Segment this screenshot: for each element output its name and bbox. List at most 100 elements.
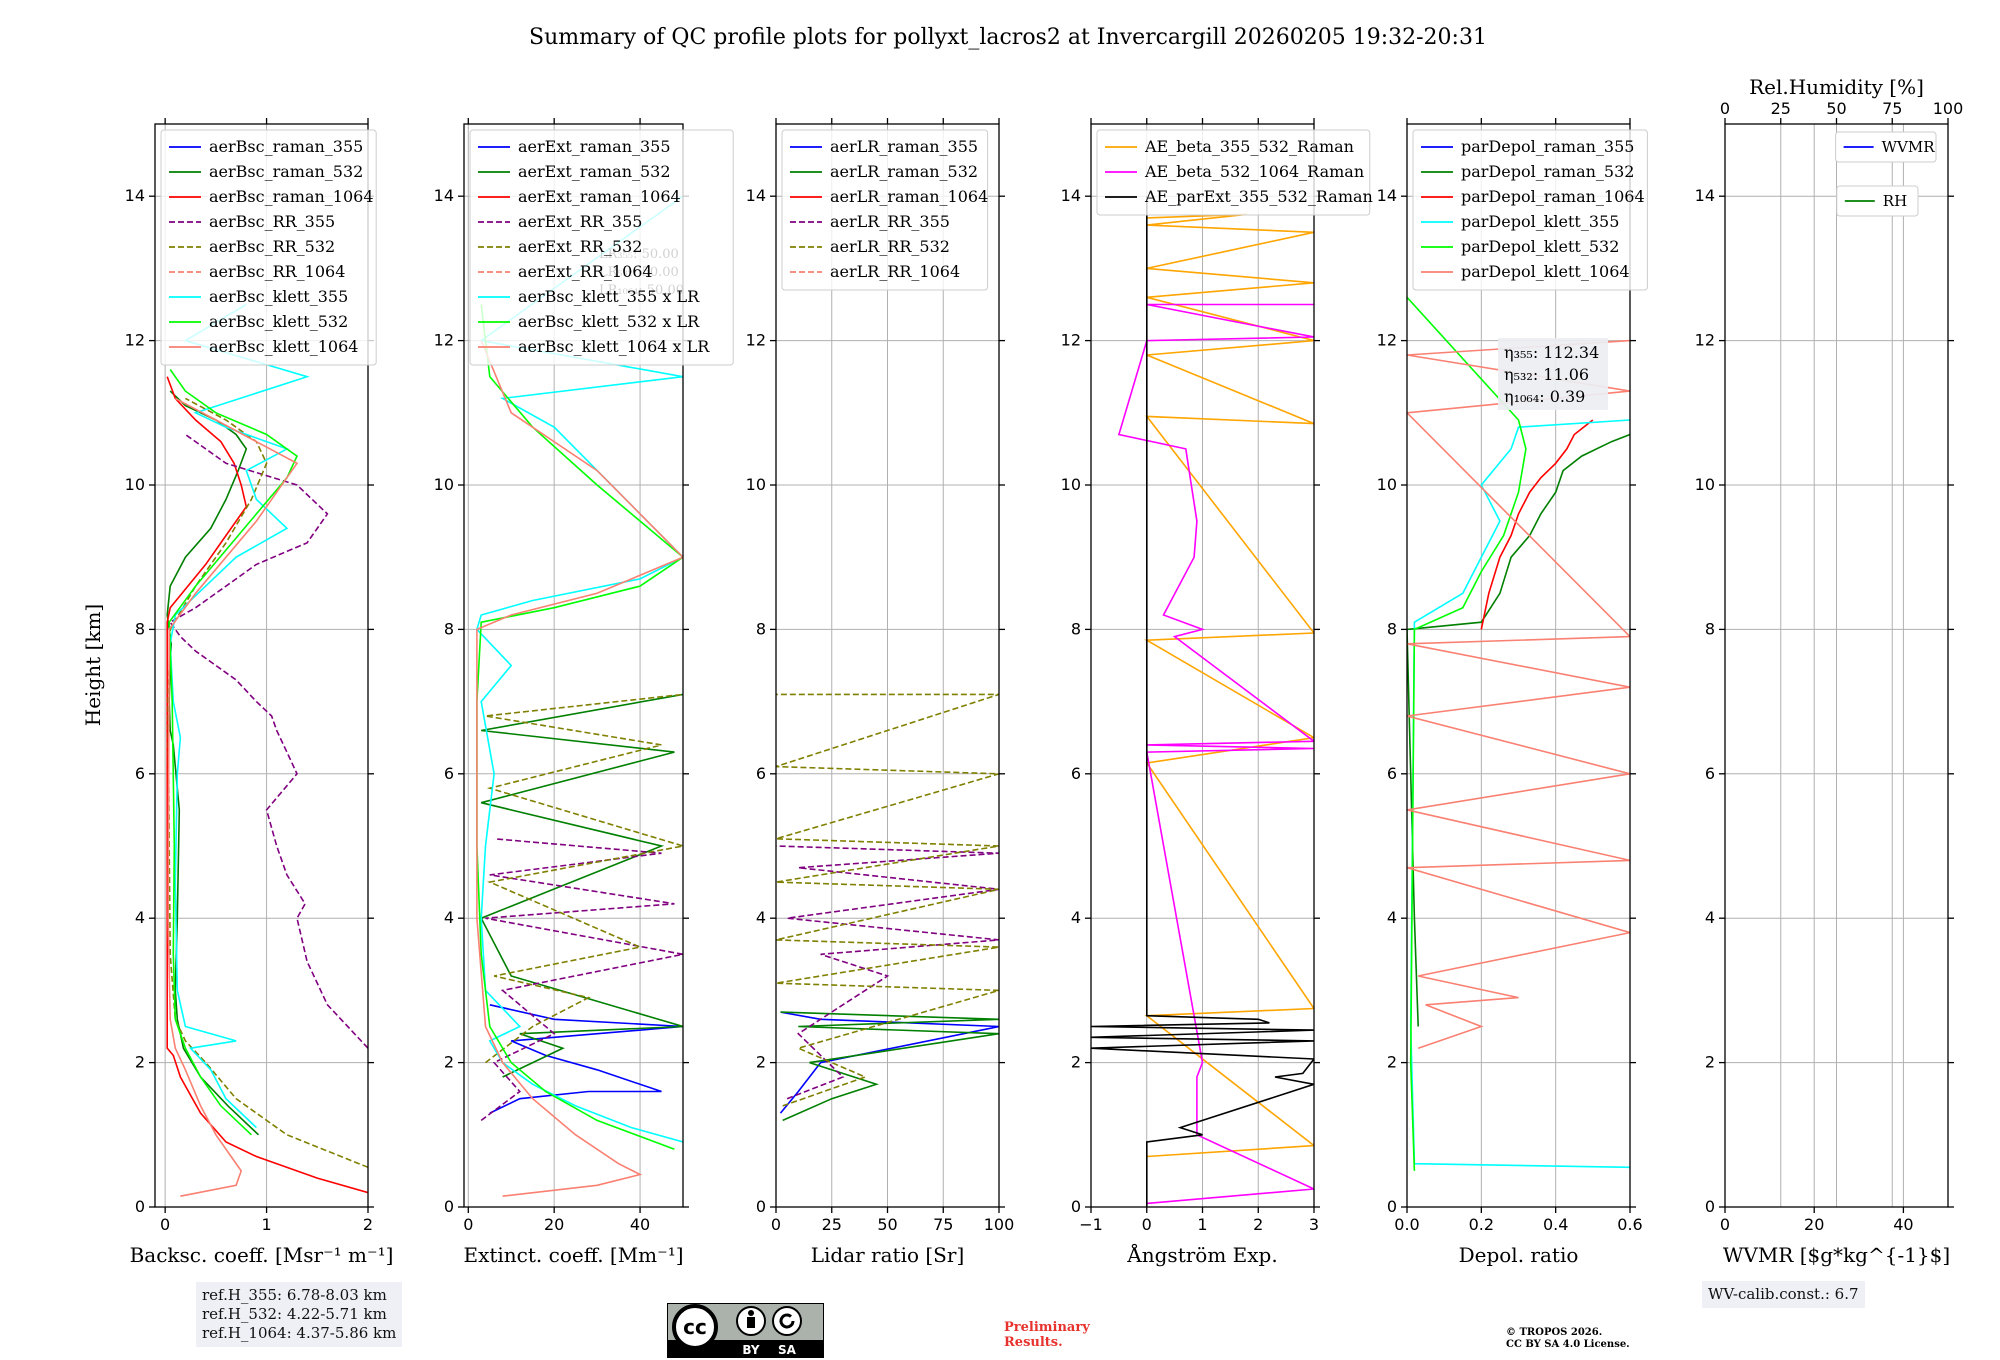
x-axis-label: WVMR [$g*kg^{-1}$] bbox=[1723, 1243, 1950, 1267]
x-tick-label: 0.2 bbox=[1469, 1215, 1494, 1234]
legend-box bbox=[1835, 131, 1937, 163]
y-tick-label: 8 bbox=[444, 619, 454, 638]
y-tick-label: 4 bbox=[756, 908, 766, 927]
y-tick-label: 0 bbox=[135, 1197, 145, 1216]
copyright-note: © TROPOS 2026. CC BY SA 4.0 License. bbox=[1506, 1327, 1630, 1351]
legend-entry: aerBsc_raman_355 bbox=[209, 137, 363, 156]
series-line-pardepol-raman-532 bbox=[1407, 433, 1630, 1027]
x-tick-label: 100 bbox=[984, 1215, 1015, 1234]
sa-label: SA bbox=[778, 1343, 797, 1357]
top-x-axis-label: Rel.Humidity [%] bbox=[1749, 75, 1924, 99]
legend-box bbox=[781, 129, 989, 291]
annotation-text: η₃₅₅: 112.34 bbox=[1504, 343, 1599, 362]
series-line-aerext-raman-532 bbox=[480, 693, 683, 1078]
top-x-tick-label: 0 bbox=[1720, 99, 1730, 118]
legend-entry: aerBsc_RR_532 bbox=[209, 237, 335, 256]
y-tick-label: 14 bbox=[1695, 186, 1715, 205]
y-tick-label: 8 bbox=[1071, 619, 1081, 638]
x-tick-label: 40 bbox=[1893, 1215, 1913, 1234]
x-tick-label: 0.4 bbox=[1543, 1215, 1568, 1234]
legend-entry: aerLR_raman_355 bbox=[830, 137, 978, 156]
legend-entry: aerExt_raman_532 bbox=[518, 162, 671, 181]
legend-entry: aerBsc_klett_1064 bbox=[209, 337, 358, 356]
figure-title: Summary of QC profile plots for pollyxt_… bbox=[529, 25, 1487, 50]
series-line-aerbsc-klett-1064-x-lr bbox=[476, 340, 683, 1197]
axes-frame bbox=[463, 123, 684, 1208]
series-line-aerbsc-klett-355-x-lr bbox=[476, 195, 683, 1143]
legend: aerLR_raman_355 aerLR_raman_532 aerLR_rama… bbox=[781, 129, 989, 291]
x-tick-label: 75 bbox=[933, 1215, 953, 1234]
y-tick-label: 6 bbox=[1071, 764, 1081, 783]
copyright-line-2: CC BY SA 4.0 License. bbox=[1506, 1339, 1630, 1350]
legend-entry: parDepol_klett_355 bbox=[1461, 212, 1619, 231]
legend-box bbox=[469, 129, 734, 366]
y-tick-label: 6 bbox=[756, 764, 766, 783]
y-tick-label: 10 bbox=[125, 475, 145, 494]
panel-lr: 0 25 50 75 100 0 2 4 6 8 10 12 14 Lidar ratio [Sr] aer… bbox=[746, 118, 1015, 1267]
series-line-aerbsc-klett-532 bbox=[168, 369, 299, 1136]
x-tick-label: 1 bbox=[1197, 1215, 1207, 1234]
y-axis-label: Height [km] bbox=[81, 604, 105, 726]
series-line-aerlr-raman-532 bbox=[780, 1011, 999, 1122]
x-tick-label: 40 bbox=[630, 1215, 650, 1234]
y-tick-label: 12 bbox=[1061, 331, 1081, 350]
legend-entry: AE_beta_532_1064_Raman bbox=[1144, 162, 1364, 181]
y-tick-label: 4 bbox=[135, 908, 145, 927]
top-x-tick-label: 100 bbox=[1933, 99, 1964, 118]
series-line-aerbsc-rr-355 bbox=[169, 433, 368, 1049]
y-tick-label: 12 bbox=[434, 331, 454, 350]
annotation-box: η₃₅₅: 112.34 η₅₃₂: 11.06 η₁₀₆₄: 0.39 bbox=[1498, 338, 1608, 410]
panel-depol: 0.0 0.2 0.4 0.6 0 2 4 6 8 10 12 14 Depol. ratio η₃₅₅:… bbox=[1377, 118, 1648, 1267]
top-x-tick-label: 50 bbox=[1826, 99, 1846, 118]
series-line-aerlr-raman-355 bbox=[779, 1011, 999, 1114]
x-tick-label: 0 bbox=[1720, 1215, 1730, 1234]
reference-height-box: ref.H_355: 6.78-8.03 km ref.H_532: 4.22-… bbox=[196, 1282, 403, 1347]
y-tick-label: 0 bbox=[1387, 1197, 1397, 1216]
legend-entry: aerExt_raman_355 bbox=[518, 137, 671, 156]
legend-entry: aerBsc_klett_355 bbox=[209, 287, 348, 306]
y-tick-label: 2 bbox=[135, 1053, 145, 1072]
annotation-text: η₁₀₆₄: 0.39 bbox=[1504, 387, 1585, 406]
preliminary-results-note: Preliminary Results. bbox=[1004, 1320, 1090, 1350]
x-axis-label: Depol. ratio bbox=[1459, 1243, 1579, 1267]
y-tick-label: 4 bbox=[1705, 908, 1715, 927]
y-tick-label: 8 bbox=[756, 619, 766, 638]
y-tick-label: 2 bbox=[1705, 1053, 1715, 1072]
preliminary-line-1: Preliminary bbox=[1004, 1320, 1090, 1335]
x-tick-label: 0 bbox=[771, 1215, 781, 1234]
y-tick-label: 6 bbox=[135, 764, 145, 783]
legend-entry: aerBsc_klett_532 bbox=[209, 312, 348, 331]
series-group bbox=[1407, 296, 1630, 1171]
y-tick-label: 0 bbox=[1705, 1197, 1715, 1216]
legend-entry: aerBsc_klett_355 x LR bbox=[518, 287, 700, 306]
x-axis-label: Ångström Exp. bbox=[1126, 1242, 1277, 1267]
x-tick-label: 20 bbox=[1804, 1215, 1824, 1234]
y-tick-label: 10 bbox=[1061, 475, 1081, 494]
x-axis-label: Extinct. coeff. [Mm⁻¹] bbox=[463, 1243, 683, 1267]
series-line-ae-beta-532-1064-raman bbox=[1117, 303, 1314, 1205]
series-line-aerbsc-raman-532 bbox=[166, 390, 260, 1136]
y-tick-label: 2 bbox=[1071, 1053, 1081, 1072]
legend-entry: aerExt_raman_1064 bbox=[518, 187, 681, 206]
y-tick-label: 2 bbox=[756, 1053, 766, 1072]
x-tick-label: 0 bbox=[463, 1215, 473, 1234]
x-tick-label: 50 bbox=[877, 1215, 897, 1234]
legend-entry: parDepol_raman_532 bbox=[1461, 162, 1634, 181]
series-line-aerbsc-klett-355 bbox=[169, 303, 310, 1129]
y-tick-label: 4 bbox=[1071, 908, 1081, 927]
legend-entry: parDepol_raman_1064 bbox=[1461, 187, 1645, 206]
by-label: BY bbox=[742, 1343, 759, 1357]
legend-entry: aerExt_RR_532 bbox=[518, 237, 642, 256]
y-tick-label: 12 bbox=[125, 331, 145, 350]
y-tick-label: 12 bbox=[1377, 331, 1397, 350]
top-x-tick-label: 25 bbox=[1771, 99, 1791, 118]
x-tick-label: 0 bbox=[160, 1215, 170, 1234]
series-line-pardepol-klett-532 bbox=[1407, 296, 1527, 1171]
ref-height-355: ref.H_355: 6.78-8.03 km bbox=[202, 1286, 387, 1304]
cc-icon bbox=[672, 1304, 718, 1350]
ref-height-532: ref.H_532: 4.22-5.71 km bbox=[202, 1305, 387, 1323]
legend: aerBsc_raman_355 aerBsc_raman_532 aerBsc_r… bbox=[160, 129, 377, 366]
wv-calibration-box: WV-calib.const.: 6.7 bbox=[1702, 1281, 1865, 1308]
legend-entry: aerLR_RR_355 bbox=[830, 212, 950, 231]
series-line-pardepol-raman-1064 bbox=[1480, 419, 1594, 630]
